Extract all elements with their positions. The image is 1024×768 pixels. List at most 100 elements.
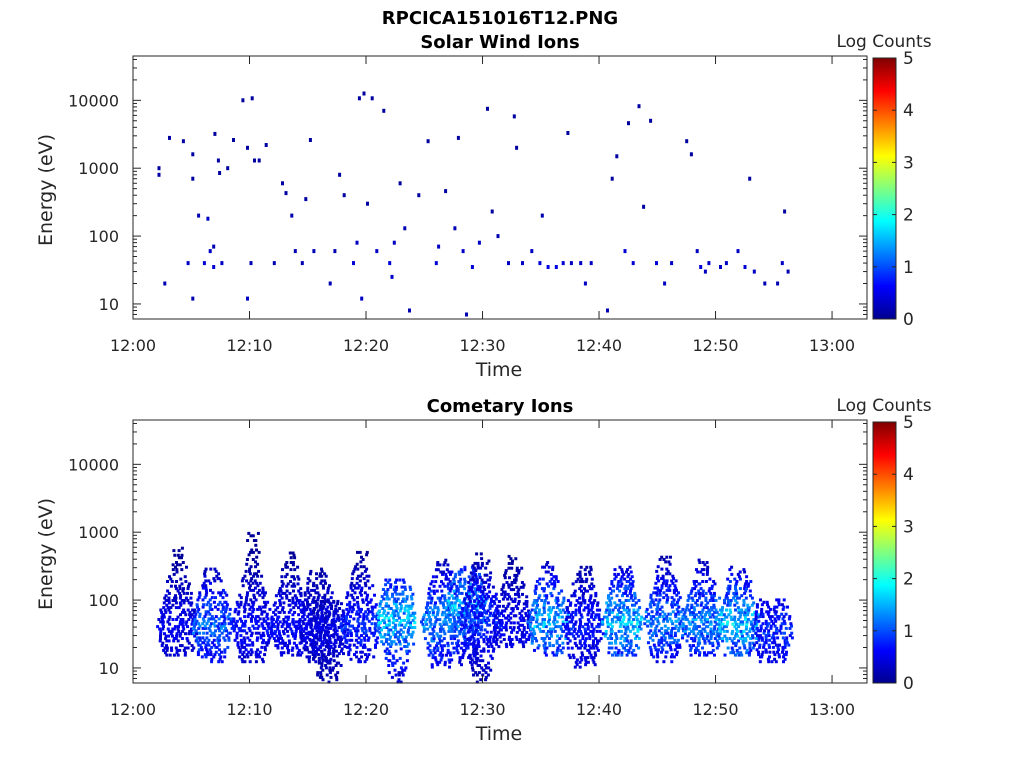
data-cell [383, 633, 387, 637]
data-cell [428, 644, 432, 648]
data-cell [386, 588, 390, 591]
data-cell [725, 639, 729, 643]
data-cell [666, 631, 670, 635]
data-cell [394, 588, 398, 591]
data-cell [436, 641, 439, 645]
data-cell [452, 577, 456, 581]
data-cell [785, 636, 789, 640]
data-cell [687, 620, 691, 624]
data-cell [471, 568, 475, 572]
data-cell [176, 553, 180, 557]
data-cell [581, 625, 585, 629]
data-cell [463, 626, 467, 629]
data-cell [535, 606, 539, 610]
data-cell [200, 655, 204, 659]
data-cell [397, 673, 401, 677]
data-cell [468, 611, 471, 615]
data-cell [431, 653, 435, 657]
data-cell [533, 589, 537, 593]
data-cell [740, 653, 744, 657]
data-cell [664, 584, 668, 588]
data-cell [260, 612, 264, 616]
data-cell [649, 629, 653, 633]
data-cell [446, 563, 450, 567]
data-cell [463, 639, 467, 643]
data-cell [561, 261, 565, 266]
data-cell [362, 91, 366, 96]
data-cell [374, 638, 378, 642]
data-cell [278, 603, 282, 607]
data-cell [245, 558, 249, 561]
data-cell [652, 631, 656, 635]
data-cell [340, 626, 344, 630]
data-cell [521, 642, 525, 646]
data-cell [452, 582, 456, 586]
data-cell [310, 640, 314, 644]
data-cell [729, 651, 733, 655]
data-cell [476, 564, 480, 568]
data-cell [198, 638, 202, 642]
data-cell [504, 623, 508, 627]
data-cell [525, 614, 528, 618]
data-cell [586, 606, 590, 610]
data-cell [701, 594, 705, 598]
data-cell [690, 603, 694, 607]
data-cell [440, 646, 444, 650]
data-cell [651, 638, 655, 642]
data-cell [642, 204, 646, 209]
data-cell [245, 653, 249, 657]
data-cell [294, 620, 298, 624]
data-cell [205, 591, 209, 595]
data-cell [535, 580, 539, 583]
data-cell [167, 608, 171, 612]
data-cell [543, 648, 547, 652]
data-cell [583, 568, 587, 572]
data-cell [460, 570, 464, 574]
data-cell [159, 634, 162, 638]
data-cell [178, 622, 182, 626]
data-cell [475, 647, 479, 651]
data-cell [378, 609, 382, 613]
data-cell [458, 658, 462, 662]
data-cell [302, 607, 306, 611]
data-cell [688, 644, 692, 648]
data-cell [566, 599, 570, 603]
data-cell [596, 601, 600, 605]
data-cell [777, 648, 780, 652]
data-cell [614, 575, 618, 579]
data-cell [374, 603, 378, 607]
data-cell [533, 632, 537, 636]
data-cell [316, 596, 320, 600]
data-cell [522, 626, 526, 630]
data-cell [470, 585, 474, 589]
data-cell [494, 597, 498, 601]
data-cell [732, 596, 736, 600]
data-cell [314, 599, 318, 603]
data-cell [588, 599, 592, 603]
data-cell [681, 626, 685, 630]
data-cell [438, 637, 441, 641]
data-cell [479, 566, 483, 570]
data-cell [447, 629, 451, 633]
data-cell [392, 599, 396, 603]
data-cell [677, 605, 681, 609]
data-cell [277, 637, 280, 640]
data-cell [578, 641, 582, 645]
data-cell [202, 619, 206, 623]
data-cell [709, 627, 713, 631]
data-cell [231, 624, 235, 628]
data-cell [473, 616, 477, 620]
data-cell [498, 626, 502, 629]
data-cell [673, 648, 677, 652]
data-cell [583, 599, 587, 603]
data-cell [551, 565, 555, 569]
data-cell [212, 244, 216, 249]
data-cell [163, 646, 167, 650]
data-cell [601, 632, 605, 636]
data-cell [756, 629, 760, 633]
data-cell [454, 627, 458, 631]
data-cell [186, 639, 190, 643]
data-cell [401, 673, 405, 677]
data-cell [696, 648, 700, 652]
data-cell [440, 639, 444, 643]
